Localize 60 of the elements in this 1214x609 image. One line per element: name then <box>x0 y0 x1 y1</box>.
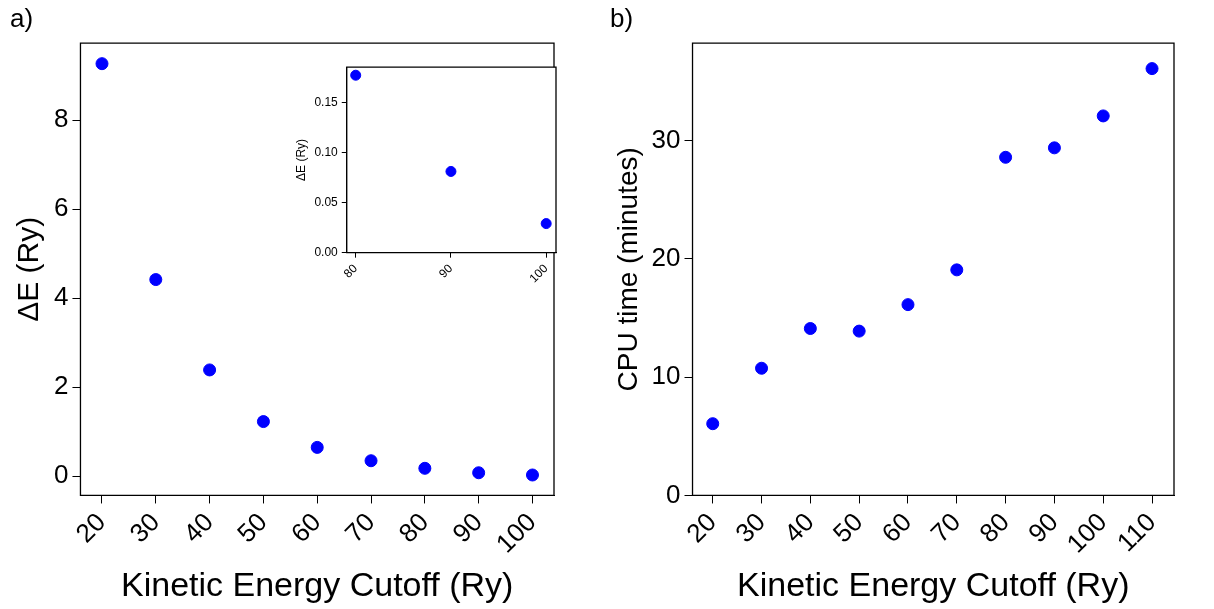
point <box>149 273 163 287</box>
x-tick-label: 80 <box>392 506 435 549</box>
x-tick-label: 30 <box>729 506 771 549</box>
chart-title: b) <box>610 2 634 33</box>
y-tick-label: 0.00 <box>314 244 339 259</box>
y-axis-title: CPU time (minutes) <box>611 147 643 392</box>
x-tick-label: 80 <box>340 261 361 281</box>
chart-title: a) <box>10 2 34 33</box>
x-tick-label: 80 <box>973 506 1015 549</box>
x-tick-label: 90 <box>436 261 456 281</box>
y-tick-label: 30 <box>651 123 681 154</box>
point <box>364 454 378 468</box>
y-axis-title: ΔE (Ry) <box>11 216 45 322</box>
y-axis-title: ΔE (Ry) <box>293 138 308 181</box>
x-tick-label: 40 <box>778 506 820 549</box>
y-tick-label: 0 <box>53 459 69 490</box>
y-tick-label: 2 <box>53 370 69 401</box>
x-tick-label: 90 <box>446 506 488 549</box>
x-tick-label: 100 <box>489 506 542 559</box>
x-tick-label: 50 <box>826 506 869 549</box>
y-tick-label: 6 <box>53 192 69 223</box>
y-tick-label: 4 <box>53 281 69 312</box>
point <box>445 165 457 177</box>
x-axis-title: Kinetic Energy Cutoff (Ry) <box>737 564 1130 603</box>
x-tick-label: 70 <box>338 506 381 549</box>
y-tick-label: 0.15 <box>314 94 339 109</box>
x-tick-label: 70 <box>924 506 967 549</box>
point <box>472 466 486 480</box>
point <box>310 440 324 454</box>
point <box>525 468 539 482</box>
point <box>706 417 720 431</box>
x-tick-label: 30 <box>123 506 166 549</box>
point <box>1047 141 1061 155</box>
x-tick-label: 40 <box>177 506 219 549</box>
point <box>803 322 817 336</box>
point <box>1096 109 1110 123</box>
y-tick-label: 0 <box>666 478 681 509</box>
y-tick-label: 10 <box>651 360 681 391</box>
x-tick-label: 60 <box>875 506 918 549</box>
x-tick-label: 110 <box>1110 506 1162 558</box>
point <box>540 218 552 230</box>
x-tick-label: 100 <box>526 261 551 286</box>
point <box>1145 62 1159 76</box>
point <box>350 69 362 81</box>
y-tick-label: 0.10 <box>314 144 339 159</box>
x-tick-label: 20 <box>680 506 723 549</box>
point <box>901 298 915 312</box>
x-tick-label: 60 <box>284 506 327 549</box>
point <box>755 361 769 375</box>
x-axis-title: Kinetic Energy Cutoff (Ry) <box>121 564 514 603</box>
point <box>95 57 109 71</box>
point <box>418 461 432 475</box>
y-tick-label: 0.05 <box>314 194 339 209</box>
point <box>999 150 1013 164</box>
point <box>950 263 964 277</box>
point <box>203 363 217 377</box>
x-tick-label: 50 <box>231 506 273 549</box>
y-tick-label: 8 <box>53 103 69 134</box>
point <box>256 415 270 429</box>
point <box>852 324 866 338</box>
